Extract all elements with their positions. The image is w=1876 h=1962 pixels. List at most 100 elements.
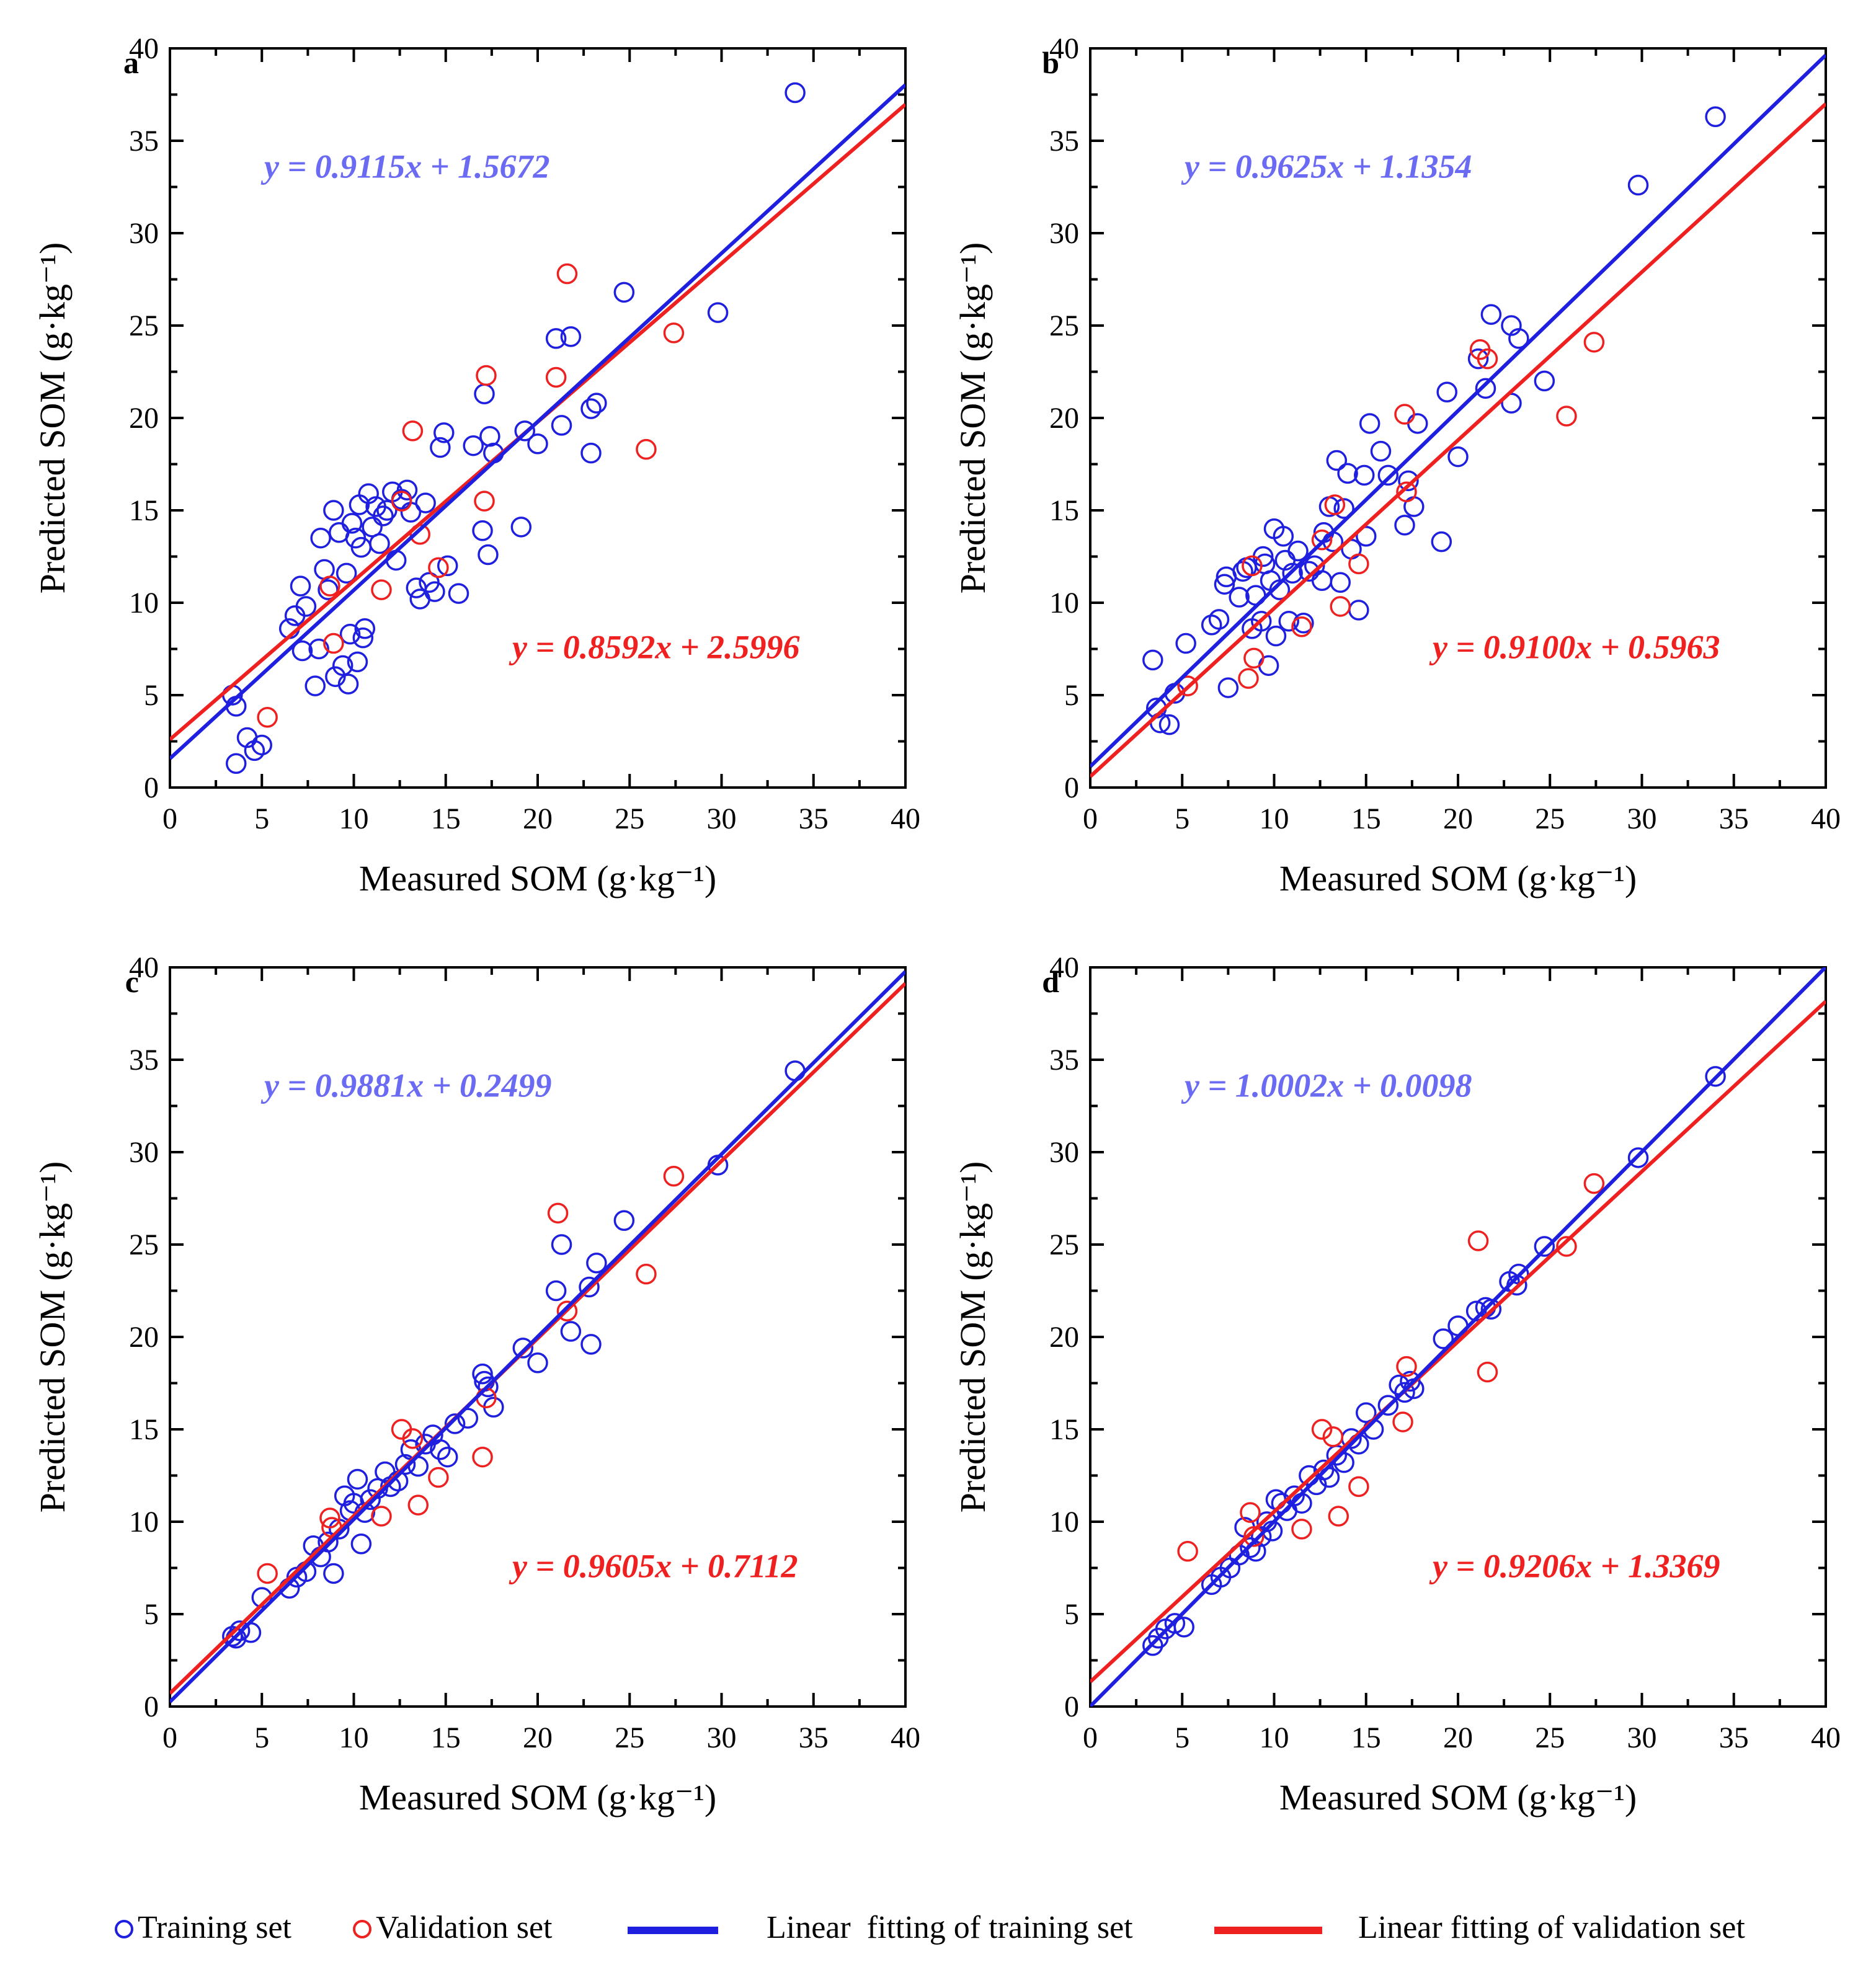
training-point: [376, 500, 398, 521]
training-point: [580, 442, 602, 464]
training-point: [308, 638, 329, 660]
validation-point: [1238, 668, 1259, 689]
y-tick-label: 25: [1049, 309, 1079, 342]
validation-point: [1394, 404, 1415, 425]
validation-point: [545, 366, 567, 388]
training-point: [1370, 440, 1392, 462]
training-point: [1278, 611, 1299, 632]
training-point: [1326, 450, 1348, 471]
validation-point: [556, 1300, 578, 1322]
y-tick-label: 20: [129, 1321, 159, 1354]
x-tick-label: 40: [1811, 802, 1841, 835]
x-tick-label: 25: [1535, 802, 1565, 835]
y-tick-label: 40: [1049, 951, 1079, 984]
x-axis-title: Measured SOM (g·kg⁻¹): [359, 1777, 716, 1818]
training-point: [1208, 609, 1230, 630]
y-tick-label: 40: [1049, 32, 1079, 65]
y-tick-label: 15: [129, 494, 159, 527]
y-tick-label: 10: [129, 1506, 159, 1538]
training-point: [354, 618, 376, 639]
training-point: [433, 422, 455, 443]
axis-ticks: 00 5 5 10 10 15 15 20 20 25 25 30 30 35 35 40 40: [1049, 32, 1841, 835]
y-tick-label: 15: [1049, 1413, 1079, 1446]
training-point: [1291, 1493, 1312, 1514]
legend-training-fit-label: Linear fitting of training set: [767, 1910, 1133, 1945]
training-point: [510, 517, 532, 538]
training-point: [1467, 348, 1489, 370]
validation-point: [1328, 1506, 1349, 1527]
validation-point: [1240, 1502, 1261, 1523]
training-fit-line: [1090, 53, 1826, 768]
training-point: [1250, 611, 1272, 632]
training-point: [337, 673, 359, 695]
training-point: [1333, 498, 1354, 519]
training-point: [472, 520, 493, 541]
x-tick-label: 35: [1719, 802, 1749, 835]
x-tick-label: 25: [615, 1721, 644, 1754]
training-point: [1433, 1328, 1454, 1349]
training-point: [1534, 1236, 1555, 1257]
training-point: [1705, 1066, 1726, 1087]
y-tick-label: 25: [129, 309, 159, 342]
x-tick-label: 10: [1260, 802, 1289, 835]
training-point: [785, 82, 806, 104]
training-point: [551, 415, 572, 436]
training-point: [1164, 1613, 1186, 1634]
validation-point: [1324, 494, 1346, 515]
x-tick-label: 30: [1627, 802, 1657, 835]
y-tick-label: 5: [144, 1598, 159, 1631]
training-point: [229, 1620, 251, 1641]
x-tick-label: 20: [1443, 1721, 1473, 1754]
training-point: [350, 1534, 372, 1555]
training-point: [360, 1489, 381, 1510]
training-point: [1480, 304, 1502, 325]
training-point: [325, 666, 346, 687]
training-point: [437, 1446, 458, 1468]
validation-point: [428, 1467, 449, 1488]
y-tick-label: 20: [1049, 402, 1079, 435]
training-point: [551, 1234, 572, 1255]
training-point: [305, 675, 326, 696]
training-point: [394, 1454, 416, 1475]
training-point: [341, 513, 363, 534]
training-point: [527, 1352, 548, 1374]
training-point: [1431, 531, 1452, 553]
validation-point: [636, 1263, 657, 1285]
validation-point: [371, 579, 392, 600]
x-tick-label: 40: [1811, 1721, 1841, 1754]
training-point: [323, 500, 344, 521]
validation-point: [1467, 1230, 1489, 1251]
validation-point: [636, 438, 657, 460]
training-point: [1175, 633, 1196, 654]
training-point: [1287, 540, 1309, 562]
training-point: [479, 426, 500, 447]
training-point: [1142, 649, 1163, 671]
x-tick-label: 25: [615, 802, 644, 835]
x-tick-label: 25: [1535, 1721, 1565, 1754]
x-tick-label: 30: [707, 802, 737, 835]
training-fit-line: [1090, 967, 1826, 1707]
validation-point: [1311, 1419, 1333, 1440]
validation-point: [474, 491, 495, 512]
x-tick-label: 30: [1627, 1721, 1657, 1754]
validation-point: [407, 1494, 429, 1516]
training-point: [785, 1060, 806, 1081]
validation-point: [1242, 555, 1263, 577]
training-point: [444, 1413, 466, 1434]
training-equation: y = 0.9881x + 0.2499: [260, 1067, 552, 1104]
training-point: [1354, 464, 1375, 486]
training-point: [430, 437, 451, 458]
training-point: [323, 1563, 344, 1584]
y-tick-label: 5: [1064, 1598, 1079, 1631]
training-fit-line: [170, 970, 905, 1703]
training-point: [310, 527, 331, 549]
fit-lines: [1090, 53, 1826, 778]
x-tick-label: 20: [523, 1721, 553, 1754]
training-point: [424, 581, 445, 602]
legend-validation-fit-label: Linear fitting of validation set: [1358, 1910, 1745, 1945]
x-tick-label: 15: [431, 1721, 461, 1754]
training-point: [358, 483, 379, 504]
training-point: [579, 1276, 600, 1298]
validation-point: [663, 1165, 685, 1187]
training-point: [1394, 1382, 1415, 1403]
